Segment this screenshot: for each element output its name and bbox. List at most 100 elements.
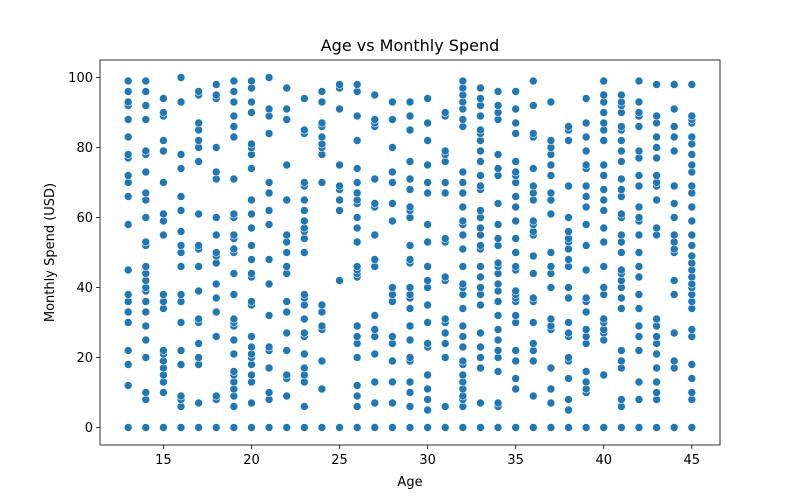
data-point (669, 276, 679, 285)
data-point (652, 80, 661, 89)
data-point (687, 251, 697, 261)
data-point (352, 136, 362, 145)
data-point (176, 346, 186, 355)
data-point (652, 388, 661, 397)
data-point (423, 370, 432, 380)
data-point (247, 423, 256, 432)
data-point (652, 314, 661, 324)
x-tick-label: 35 (507, 453, 524, 468)
data-point (141, 388, 151, 397)
points-layer (123, 73, 697, 432)
data-point (423, 220, 432, 229)
data-point (405, 111, 415, 121)
data-point (352, 381, 362, 390)
data-point (300, 314, 309, 324)
data-point (440, 188, 450, 198)
data-point (652, 143, 661, 152)
data-point (581, 367, 591, 376)
data-point (335, 104, 344, 114)
data-point (141, 76, 151, 86)
data-point (564, 255, 573, 264)
data-point (546, 248, 556, 257)
data-point (317, 87, 327, 96)
data-point (599, 90, 609, 100)
data-point (159, 423, 168, 432)
data-point (194, 87, 203, 96)
data-point (194, 353, 203, 362)
data-point (194, 314, 203, 324)
data-point (317, 321, 327, 331)
data-point (141, 353, 151, 362)
data-point (123, 318, 133, 327)
data-point (528, 129, 538, 138)
data-point (423, 188, 432, 198)
data-point (476, 206, 485, 215)
data-point (300, 328, 309, 338)
data-point (123, 220, 133, 229)
data-point (194, 118, 203, 128)
y-tick-label: 100 (68, 71, 93, 86)
data-point (247, 195, 256, 205)
data-point (176, 262, 186, 271)
data-point (423, 118, 432, 128)
data-point (581, 94, 591, 103)
data-point (405, 185, 415, 194)
data-point (493, 325, 503, 334)
data-point (317, 300, 327, 310)
data-point (458, 304, 468, 313)
data-point (599, 160, 609, 170)
data-point (300, 94, 309, 103)
data-point (282, 160, 292, 170)
data-point (264, 178, 274, 187)
data-point (669, 122, 679, 131)
data-point (493, 279, 503, 289)
data-point (229, 335, 239, 345)
data-point (634, 146, 644, 156)
data-point (440, 272, 450, 282)
data-point (458, 332, 468, 341)
data-point (511, 286, 520, 296)
data-point (599, 206, 609, 215)
data-point (599, 76, 609, 86)
data-point (229, 290, 239, 299)
data-point (300, 363, 309, 373)
data-point (300, 216, 309, 226)
data-point (652, 153, 661, 163)
data-point (176, 150, 186, 159)
data-point (282, 328, 292, 338)
data-point (352, 332, 362, 341)
data-point (388, 283, 397, 292)
data-point (423, 300, 432, 310)
data-point (564, 405, 573, 415)
data-point (123, 87, 133, 96)
data-point (229, 209, 239, 219)
data-point (123, 290, 133, 299)
data-point (634, 346, 644, 355)
data-point (511, 129, 520, 138)
data-point (634, 248, 644, 257)
data-point (264, 255, 274, 264)
data-point (370, 377, 380, 387)
data-point (123, 307, 133, 317)
data-point (511, 192, 520, 201)
data-point (423, 136, 432, 145)
data-point (687, 216, 697, 226)
data-point (335, 181, 344, 191)
data-point (528, 164, 538, 173)
data-point (669, 104, 679, 114)
data-point (511, 104, 520, 114)
data-point (211, 248, 221, 257)
data-point (511, 262, 520, 271)
data-point (493, 311, 503, 320)
data-point (634, 272, 644, 282)
data-point (564, 374, 573, 383)
data-point (581, 307, 591, 317)
data-point (388, 199, 397, 208)
data-point (476, 353, 485, 362)
data-point (247, 332, 256, 341)
data-point (194, 262, 203, 271)
data-point (511, 202, 520, 212)
data-point (211, 307, 221, 317)
data-point (300, 349, 309, 359)
data-point (370, 174, 380, 184)
